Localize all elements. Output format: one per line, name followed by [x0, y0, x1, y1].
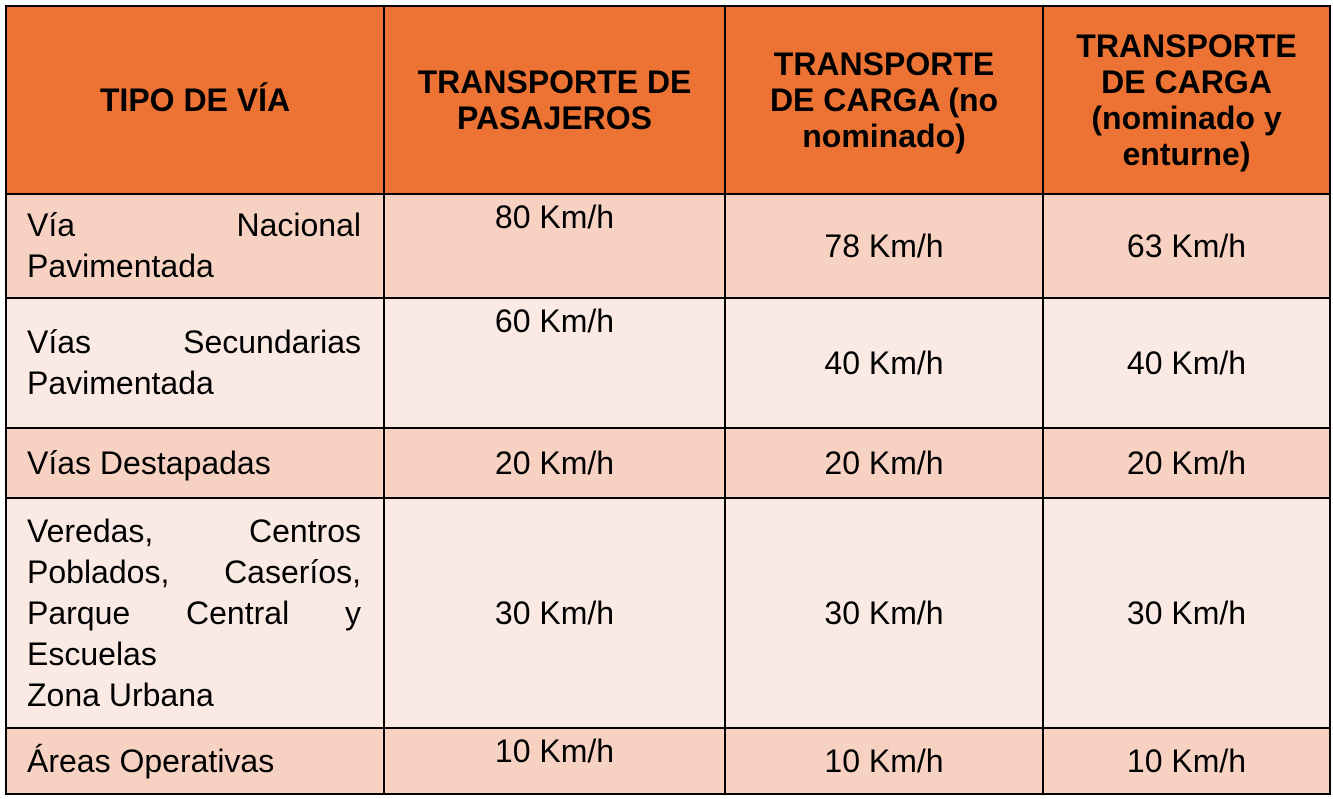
cell-tipo-line: Vía Nacional: [27, 207, 361, 243]
cell-carga-no-nominado: 78 Km/h: [724, 193, 1044, 299]
header-carga-nominado-line-1: TRANSPORTE: [1076, 28, 1297, 64]
header-row: TIPO DE VÍA TRANSPORTE DE PASAJEROS TRAN…: [5, 5, 1331, 195]
cell-tipo-line: Zona Urbana: [27, 676, 214, 713]
cell-pasajeros: 20 Km/h: [383, 427, 726, 499]
table-row: Vías Secundarias Pavimentada 60 Km/h 40 …: [5, 297, 1331, 429]
cell-carga-no-nominado: 10 Km/h: [724, 727, 1044, 795]
cell-tipo-de-via: Vías Secundarias Pavimentada: [5, 297, 385, 429]
cell-carga-no-nominado: 20 Km/h: [724, 427, 1044, 499]
header-tipo-de-via: TIPO DE VÍA: [5, 5, 385, 195]
cell-carga-nominado: 30 Km/h: [1042, 497, 1331, 729]
cell-tipo-line: Pavimentada: [27, 248, 214, 284]
cell-tipo-de-via: Áreas Operativas: [5, 727, 385, 795]
cell-carga-no-nominado: 30 Km/h: [724, 497, 1044, 729]
header-transporte-pasajeros: TRANSPORTE DE PASAJEROS: [383, 5, 726, 195]
cell-tipo-line: Vías Destapadas: [27, 444, 271, 481]
cell-tipo-line: Parque Central y: [27, 594, 361, 631]
cell-carga-no-nominado: 40 Km/h: [724, 297, 1044, 429]
cell-pasajeros: 10 Km/h: [383, 727, 726, 795]
header-carga-nominado-line-4: enturne): [1122, 136, 1251, 172]
speed-limits-table: TIPO DE VÍA TRANSPORTE DE PASAJEROS TRAN…: [5, 5, 1331, 795]
cell-carga-nominado: 20 Km/h: [1042, 427, 1331, 499]
header-tipo-de-via-text: TIPO DE VÍA: [99, 82, 291, 118]
header-carga-nominado-line-2: DE CARGA: [1101, 64, 1272, 100]
header-carga-no-nominado-line-3: nominado): [802, 118, 966, 154]
table-row: Vía Nacional Pavimentada 80 Km/h 78 Km/h…: [5, 193, 1331, 299]
cell-tipo-de-via: Vías Destapadas: [5, 427, 385, 499]
header-pasajeros-line-2: PASAJEROS: [456, 100, 652, 136]
cell-tipo-line: Veredas, Centros: [27, 512, 361, 549]
header-carga-no-nominado-line-2: DE CARGA (no: [769, 82, 999, 118]
cell-tipo-line: Escuelas: [27, 635, 157, 672]
cell-carga-nominado: 40 Km/h: [1042, 297, 1331, 429]
header-carga-nominado: TRANSPORTE DE CARGA (nominado y enturne): [1042, 5, 1331, 195]
cell-tipo-line: Pavimentada: [27, 365, 214, 401]
cell-tipo-line: Áreas Operativas: [27, 742, 275, 779]
cell-pasajeros: 80 Km/h: [383, 193, 726, 299]
cell-tipo-de-via: Vía Nacional Pavimentada: [5, 193, 385, 299]
table-row: Áreas Operativas 10 Km/h 10 Km/h 10 Km/h: [5, 727, 1331, 795]
table-row: Veredas, Centros Poblados, Caseríos, Par…: [5, 497, 1331, 729]
cell-pasajeros: 60 Km/h: [383, 297, 726, 429]
cell-tipo-line: Poblados, Caseríos,: [27, 553, 361, 590]
cell-tipo-de-via: Veredas, Centros Poblados, Caseríos, Par…: [5, 497, 385, 729]
cell-carga-nominado: 10 Km/h: [1042, 727, 1331, 795]
table-row: Vías Destapadas 20 Km/h 20 Km/h 20 Km/h: [5, 427, 1331, 499]
header-carga-no-nominado: TRANSPORTE DE CARGA (no nominado): [724, 5, 1044, 195]
cell-carga-nominado: 63 Km/h: [1042, 193, 1331, 299]
header-carga-no-nominado-line-1: TRANSPORTE: [773, 46, 995, 82]
header-carga-nominado-line-3: (nominado y: [1091, 100, 1282, 136]
cell-pasajeros: 30 Km/h: [383, 497, 726, 729]
header-pasajeros-line-1: TRANSPORTE DE: [417, 64, 692, 100]
cell-tipo-line: Vías Secundarias: [27, 324, 361, 360]
